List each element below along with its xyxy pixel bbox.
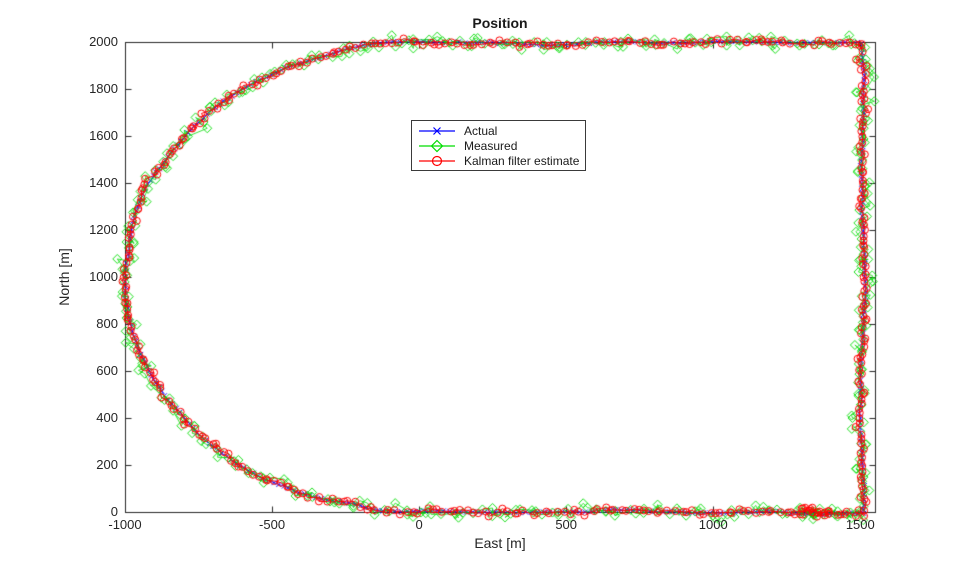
y-tick-label: 600 — [96, 363, 118, 378]
y-tick-label: 1200 — [89, 222, 118, 237]
y-tick-label: 0 — [110, 504, 118, 519]
x-tick-label: -1000 — [108, 517, 142, 532]
x-tick-label: 500 — [555, 517, 578, 532]
legend: Actual Measured Kalman filter estimate — [411, 120, 586, 171]
x-tick-label: 1000 — [698, 517, 728, 532]
legend-label-kalman: Kalman filter estimate — [464, 153, 580, 168]
y-tick-label: 200 — [96, 457, 118, 472]
y-tick-label: 800 — [96, 316, 118, 331]
legend-item-measured: Measured — [412, 138, 585, 153]
x-tick-label: 0 — [415, 517, 423, 532]
x-tick-label: -500 — [259, 517, 286, 532]
legend-label-measured: Measured — [464, 138, 518, 153]
y-tick-label: 1000 — [89, 269, 118, 284]
legend-item-actual: Actual — [412, 123, 585, 138]
legend-label-actual: Actual — [464, 123, 498, 138]
y-tick-label: 400 — [96, 410, 118, 425]
legend-item-kalman: Kalman filter estimate — [412, 153, 585, 168]
y-tick-label: 1400 — [89, 175, 118, 190]
x-axis-label: East [m] — [474, 535, 526, 551]
y-tick-label: 1600 — [89, 128, 118, 143]
x-marker-icon — [419, 126, 455, 135]
diamond-marker-icon — [419, 139, 455, 152]
y-tick-label: 1800 — [89, 81, 118, 96]
plot-title: Position — [472, 15, 528, 31]
y-tick-label: 2000 — [89, 34, 118, 49]
circle-marker-icon — [419, 155, 455, 166]
x-tick-label: 1500 — [845, 517, 875, 532]
